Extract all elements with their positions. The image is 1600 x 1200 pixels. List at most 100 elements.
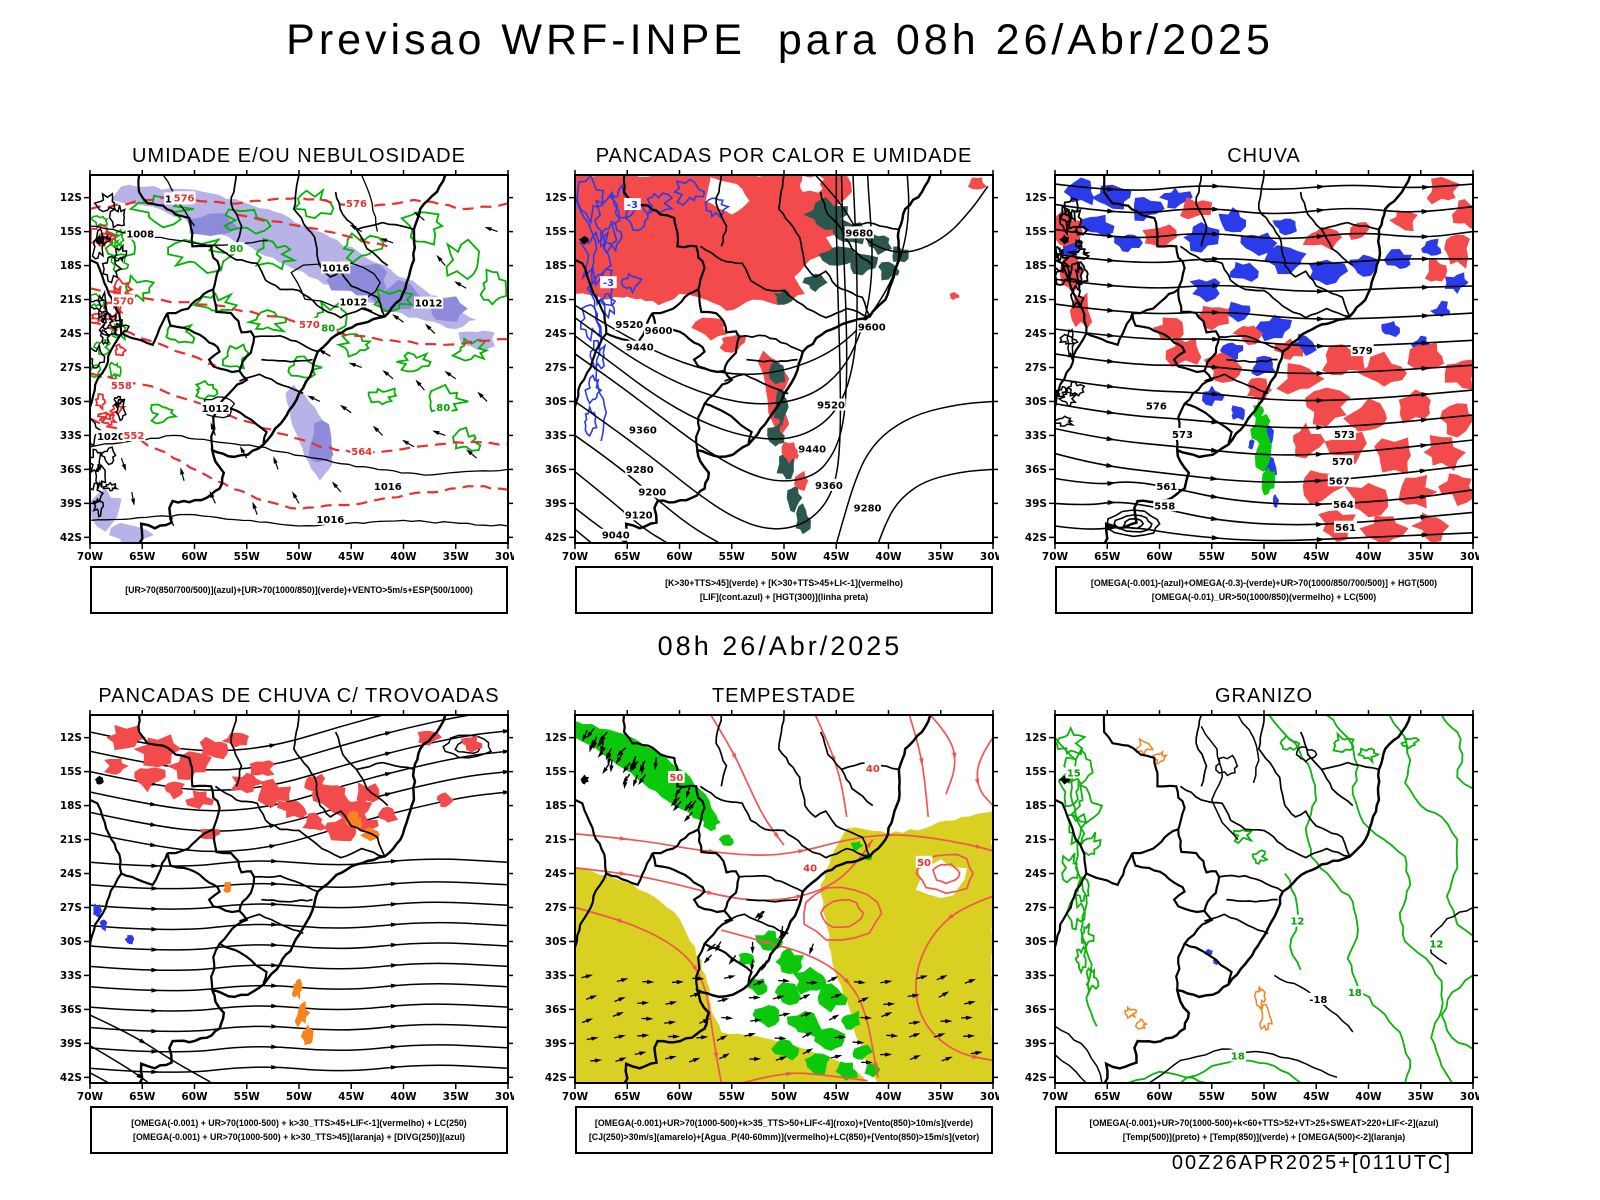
svg-text:558: 558 [111,381,132,392]
caption-line: [OMEGA(-0.001)-(azul)+OMEGA(-0.3)-(verde… [1090,578,1438,588]
svg-text:9360: 9360 [629,425,657,436]
svg-text:33S: 33S [60,430,82,442]
svg-text:27S: 27S [1025,362,1047,374]
svg-text:40W: 40W [1355,551,1382,563]
svg-text:70W: 70W [1042,551,1069,563]
caption-line: [Temp(500)](preto) + [Temp(850)](verde) … [1122,1132,1406,1142]
svg-text:80: 80 [321,323,335,334]
svg-text:9440: 9440 [626,343,654,354]
svg-text:39S: 39S [60,1038,82,1050]
svg-text:564: 564 [1333,500,1354,511]
svg-text:50: 50 [669,773,683,784]
svg-text:9440: 9440 [798,445,826,456]
caption-line: [CJ(250)>30m/s](amarelo)+[Agua_P(40-60mm… [588,1132,980,1142]
svg-text:40W: 40W [875,551,902,563]
svg-text:9600: 9600 [858,322,886,333]
svg-text:21S: 21S [1025,834,1047,846]
svg-text:9040: 9040 [602,531,630,542]
svg-text:30W: 30W [1460,551,1479,563]
svg-text:70W: 70W [562,551,589,563]
svg-text:21S: 21S [60,294,82,306]
svg-text:45W: 45W [1303,1091,1330,1103]
svg-text:33S: 33S [545,430,567,442]
svg-text:1020: 1020 [97,432,125,443]
svg-text:18S: 18S [1025,260,1047,272]
svg-text:570: 570 [1332,457,1353,468]
svg-text:40: 40 [866,764,880,775]
svg-text:15: 15 [1067,768,1081,779]
svg-text:1016: 1016 [322,263,350,274]
svg-text:39S: 39S [545,1038,567,1050]
svg-text:1012: 1012 [339,297,367,308]
svg-text:18S: 18S [545,260,567,272]
svg-text:35W: 35W [1408,551,1435,563]
svg-text:55W: 55W [234,1091,261,1103]
svg-text:12S: 12S [545,732,567,744]
svg-text:9520: 9520 [817,400,845,411]
svg-text:18S: 18S [545,800,567,812]
svg-text:30W: 30W [980,551,999,563]
svg-text:42S: 42S [60,1072,82,1084]
panel-title-granizo: GRANIZO [1214,685,1314,707]
panel-pancadas-calor: PANCADAS POR CALOR E UMIDADE 9680 9600 960… [539,145,999,665]
svg-text:9520: 9520 [615,320,643,331]
svg-text:9120: 9120 [625,510,653,521]
panel-tempestade: TEMPESTADE 40 50 50 40 12S 15S 18S 21S 24S 27S 30S… [539,685,999,1200]
svg-text:36S: 36S [60,1004,82,1016]
svg-text:27S: 27S [60,902,82,914]
svg-text:558: 558 [1154,501,1175,512]
svg-text:65W: 65W [1094,551,1121,563]
svg-text:42S: 42S [60,532,82,544]
svg-text:18S: 18S [60,260,82,272]
svg-text:39S: 39S [1025,498,1047,510]
svg-text:1008: 1008 [126,230,154,241]
panel-umidade: UMIDADE E/OU NEBULOSIDADE 1008 1012 1016 10… [54,145,514,665]
svg-text:30S: 30S [545,936,567,948]
svg-text:50W: 50W [1251,551,1278,563]
svg-text:65W: 65W [614,551,641,563]
svg-text:21S: 21S [545,294,567,306]
caption-box-tempestade: [OMEGA(-0.001)+UR>70(1000-500)+k>35_TTS>… [575,1106,993,1154]
page-title: Previsao WRF-INPE para 08h 26/Abr/2025 [286,16,1274,64]
svg-text:36S: 36S [545,1004,567,1016]
svg-text:50W: 50W [771,551,798,563]
svg-text:42S: 42S [545,532,567,544]
svg-text:24S: 24S [60,868,82,880]
panel-chuva: CHUVA 579 576 573 570 567 564 561 573 561 558 12S 1… [1019,145,1479,665]
svg-text:55W: 55W [1199,551,1226,563]
svg-text:30S: 30S [1025,396,1047,408]
svg-text:45W: 45W [338,551,365,563]
svg-text:50: 50 [917,858,931,869]
svg-text:18: 18 [1231,1051,1245,1062]
svg-text:35W: 35W [443,551,470,563]
svg-text:40: 40 [803,863,817,874]
model-run-label: 00Z26APR2025+[011UTC] [1171,1152,1452,1174]
svg-text:80: 80 [229,244,243,255]
svg-text:70W: 70W [77,551,104,563]
svg-text:30S: 30S [545,396,567,408]
svg-text:36S: 36S [1025,1004,1047,1016]
svg-text:50W: 50W [286,1091,313,1103]
svg-text:9680: 9680 [845,228,873,239]
svg-text:9280: 9280 [626,465,654,476]
map-chuva: 579 576 573 570 567 564 561 573 561 558 12S 15S 18S 2… [1025,170,1479,563]
svg-text:45W: 45W [823,551,850,563]
svg-text:21S: 21S [1025,294,1047,306]
map-trovoadas: 12S 15S 18S 21S 24S 27S 30S 33S 36S 39S 42S 70W 65W 6… [60,710,514,1103]
panel-trovoadas: PANCADAS DE CHUVA C/ TROVOADAS 12S 15S 18S… [54,685,514,1200]
svg-text:9280: 9280 [854,504,882,515]
caption-line: [OMEGA(-0.001) + UR>70(1000-500) + k>30_… [133,1132,465,1142]
svg-text:15S: 15S [60,226,82,238]
svg-text:15S: 15S [1025,226,1047,238]
svg-text:-18: -18 [1309,995,1327,1006]
svg-text:21S: 21S [60,834,82,846]
panel-title-chuva: CHUVA [1227,145,1301,167]
svg-text:33S: 33S [60,970,82,982]
svg-text:65W: 65W [129,551,156,563]
svg-text:42S: 42S [1025,532,1047,544]
svg-text:15S: 15S [545,766,567,778]
map-umidade: 1008101210161012101210121020101610165765… [60,170,514,563]
svg-text:564: 564 [351,447,372,458]
svg-text:1012: 1012 [201,404,229,415]
